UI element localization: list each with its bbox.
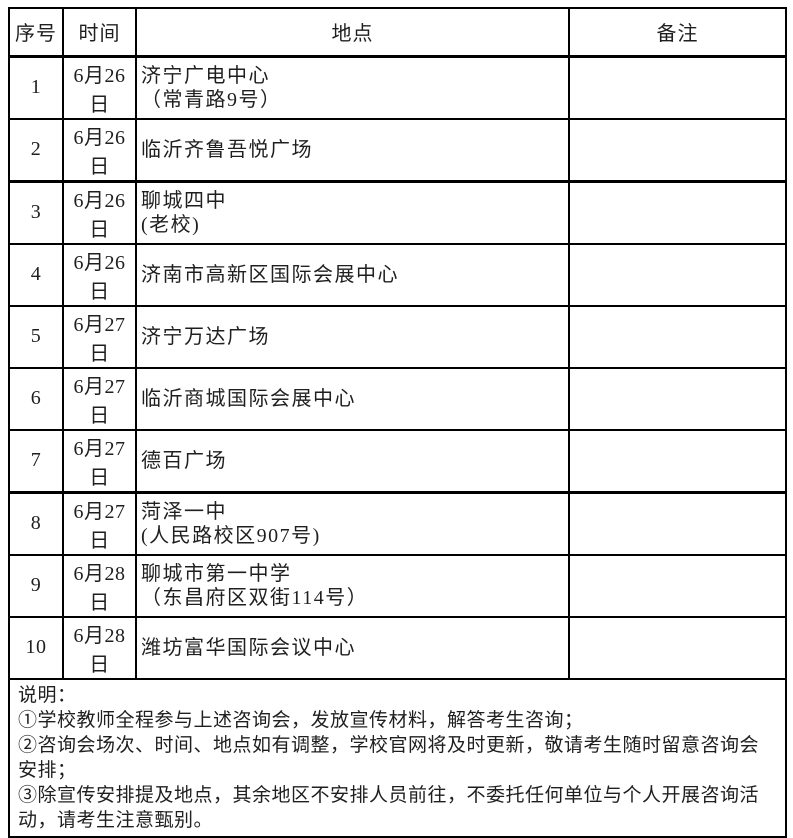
notes-row: 说明： ①学校教师全程参与上述咨询会，发放宣传材料，解答考生咨询； ②咨询会场次… bbox=[8, 677, 787, 838]
notes-title: 说明： bbox=[18, 684, 77, 706]
cell-time: 6月27日 bbox=[62, 428, 137, 493]
cell-remark bbox=[568, 428, 787, 493]
cell-time: 6月26日 bbox=[62, 117, 137, 182]
cell-remark bbox=[568, 553, 787, 618]
note-item: ②咨询会场次、时间、地点如有调整，学校官网将及时更新，敬请考生随时留意咨询会安排… bbox=[18, 734, 760, 781]
cell-remark bbox=[568, 304, 787, 369]
document-page: 序号 时间 地点 备注 1 6月26日 济宁广电中心 （常青路9号） 2 6月2… bbox=[8, 7, 787, 838]
cell-remark bbox=[568, 615, 787, 680]
cell-number: 10 bbox=[8, 615, 64, 680]
table-row: 5 6月27日 济宁万达广场 bbox=[8, 304, 787, 369]
header-cell-number: 序号 bbox=[8, 7, 64, 58]
place-line: 潍坊富华国际会议中心 bbox=[141, 636, 356, 659]
cell-place: 临沂商城国际会展中心 bbox=[135, 366, 570, 431]
place-line: 临沂齐鲁吾悦广场 bbox=[141, 138, 313, 161]
cell-place: 菏泽一中 (人民路校区907号) bbox=[135, 490, 570, 556]
cell-number: 6 bbox=[8, 366, 64, 431]
cell-time: 6月28日 bbox=[62, 615, 137, 680]
table-row: 8 6月27日 菏泽一中 (人民路校区907号) bbox=[8, 490, 787, 556]
place-line: 临沂商城国际会展中心 bbox=[141, 387, 356, 410]
header-cell-time: 时间 bbox=[62, 7, 137, 58]
cell-time: 6月27日 bbox=[62, 304, 137, 369]
cell-place: 聊城市第一中学 （东昌府区双街114号） bbox=[135, 553, 570, 618]
cell-number: 4 bbox=[8, 242, 64, 307]
note-item: ①学校教师全程参与上述咨询会，发放宣传材料，解答考生咨询； bbox=[18, 709, 584, 731]
cell-remark bbox=[568, 179, 787, 245]
cell-number: 1 bbox=[8, 55, 64, 120]
cell-remark bbox=[568, 242, 787, 307]
place-line: 聊城四中 bbox=[141, 189, 227, 212]
cell-remark bbox=[568, 490, 787, 556]
cell-number: 3 bbox=[8, 179, 64, 245]
place-line: 济宁广电中心 bbox=[141, 64, 270, 87]
table-row: 4 6月26日 济南市高新区国际会展中心 bbox=[8, 242, 787, 307]
place-line: 德百广场 bbox=[141, 449, 227, 472]
cell-place: 聊城四中 (老校) bbox=[135, 179, 570, 245]
cell-time: 6月26日 bbox=[62, 179, 137, 245]
place-line: 济南市高新区国际会展中心 bbox=[141, 263, 399, 286]
place-line: 菏泽一中 bbox=[141, 500, 227, 523]
place-line: 聊城市第一中学 bbox=[141, 562, 292, 585]
place-line: (老校) bbox=[141, 213, 201, 236]
cell-place: 济宁广电中心 （常青路9号） bbox=[135, 55, 570, 120]
cell-place: 济宁万达广场 bbox=[135, 304, 570, 369]
place-line: (人民路校区907号) bbox=[141, 524, 321, 547]
table-row: 2 6月26日 临沂齐鲁吾悦广场 bbox=[8, 117, 787, 182]
table-row: 7 6月27日 德百广场 bbox=[8, 428, 787, 493]
header-cell-place: 地点 bbox=[135, 7, 570, 58]
cell-remark bbox=[568, 117, 787, 182]
place-line: 济宁万达广场 bbox=[141, 325, 270, 348]
cell-place: 德百广场 bbox=[135, 428, 570, 493]
header-cell-remark: 备注 bbox=[568, 7, 787, 58]
place-line: （东昌府区双街114号） bbox=[141, 586, 369, 609]
note-item: ③除宣传安排提及地点，其余地区不安排人员前往，不委托任何单位与个人开展咨询活动，… bbox=[18, 784, 760, 831]
cell-place: 济南市高新区国际会展中心 bbox=[135, 242, 570, 307]
cell-time: 6月26日 bbox=[62, 55, 137, 120]
cell-place: 临沂齐鲁吾悦广场 bbox=[135, 117, 570, 182]
cell-number: 9 bbox=[8, 553, 64, 618]
cell-time: 6月27日 bbox=[62, 490, 137, 556]
cell-number: 8 bbox=[8, 490, 64, 556]
schedule-table: 序号 时间 地点 备注 1 6月26日 济宁广电中心 （常青路9号） 2 6月2… bbox=[8, 7, 787, 838]
cell-remark bbox=[568, 366, 787, 431]
table-row: 1 6月26日 济宁广电中心 （常青路9号） bbox=[8, 55, 787, 120]
table-row: 10 6月28日 潍坊富华国际会议中心 bbox=[8, 615, 787, 680]
cell-number: 2 bbox=[8, 117, 64, 182]
cell-time: 6月28日 bbox=[62, 553, 137, 618]
cell-place: 潍坊富华国际会议中心 bbox=[135, 615, 570, 680]
cell-time: 6月26日 bbox=[62, 242, 137, 307]
cell-time: 6月27日 bbox=[62, 366, 137, 431]
cell-number: 7 bbox=[8, 428, 64, 493]
notes-section: 说明： ①学校教师全程参与上述咨询会，发放宣传材料，解答考生咨询； ②咨询会场次… bbox=[8, 677, 787, 838]
cell-remark bbox=[568, 55, 787, 120]
place-line: （常青路9号） bbox=[141, 88, 282, 111]
cell-number: 5 bbox=[8, 304, 64, 369]
header-row: 序号 时间 地点 备注 bbox=[8, 7, 787, 58]
table-row: 6 6月27日 临沂商城国际会展中心 bbox=[8, 366, 787, 431]
table-row: 9 6月28日 聊城市第一中学 （东昌府区双街114号） bbox=[8, 553, 787, 618]
table-row: 3 6月26日 聊城四中 (老校) bbox=[8, 179, 787, 245]
